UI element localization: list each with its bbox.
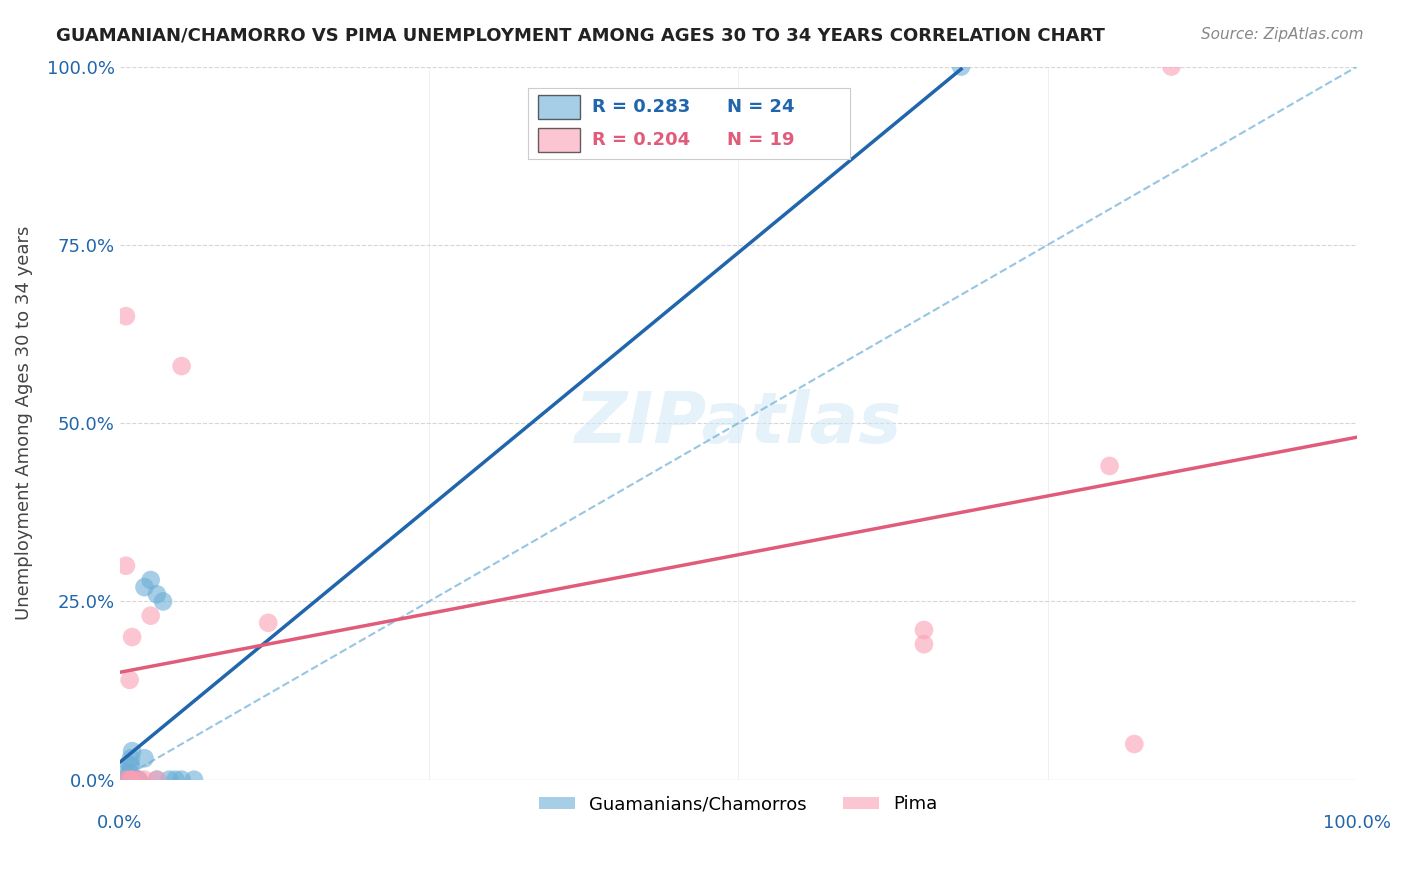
Point xyxy=(157,772,180,787)
Y-axis label: Unemployment Among Ages 30 to 34 years: Unemployment Among Ages 30 to 34 years xyxy=(15,226,32,620)
Point xyxy=(912,623,935,637)
Point xyxy=(139,608,162,623)
Point xyxy=(118,758,141,772)
Point xyxy=(257,615,280,630)
Point xyxy=(146,772,169,787)
Point xyxy=(134,772,156,787)
Point xyxy=(115,772,138,787)
Point xyxy=(912,637,935,651)
Point xyxy=(146,772,169,787)
Point xyxy=(134,580,156,594)
Text: GUAMANIAN/CHAMORRO VS PIMA UNEMPLOYMENT AMONG AGES 30 TO 34 YEARS CORRELATION CH: GUAMANIAN/CHAMORRO VS PIMA UNEMPLOYMENT … xyxy=(56,27,1105,45)
Point xyxy=(115,772,138,787)
Point xyxy=(118,772,141,787)
Point xyxy=(115,309,138,323)
Point xyxy=(1098,458,1121,473)
Point xyxy=(115,558,138,573)
Point xyxy=(121,630,143,644)
Point xyxy=(146,587,169,601)
Point xyxy=(127,772,149,787)
Point xyxy=(127,772,149,787)
Point xyxy=(1123,737,1146,751)
Point xyxy=(120,751,142,765)
Point xyxy=(1160,60,1182,74)
Text: 0.0%: 0.0% xyxy=(97,814,142,832)
Point xyxy=(121,772,143,787)
Text: Source: ZipAtlas.com: Source: ZipAtlas.com xyxy=(1201,27,1364,42)
Point xyxy=(139,573,162,587)
Point xyxy=(134,751,156,765)
Point xyxy=(152,594,174,608)
Point xyxy=(115,772,138,787)
Point xyxy=(170,772,193,787)
Point xyxy=(121,772,143,787)
Text: 100.0%: 100.0% xyxy=(1323,814,1391,832)
Point xyxy=(115,772,138,787)
Point xyxy=(950,60,973,74)
Point xyxy=(183,772,205,787)
Text: ZIPatlas: ZIPatlas xyxy=(575,389,903,458)
Point xyxy=(115,772,138,787)
Point xyxy=(165,772,187,787)
Point xyxy=(115,765,138,780)
Point xyxy=(120,758,142,772)
Point xyxy=(170,359,193,373)
Point xyxy=(118,673,141,687)
Point xyxy=(118,765,141,780)
Point xyxy=(121,744,143,758)
Point xyxy=(127,772,149,787)
Legend: Guamanians/Chamorros, Pima: Guamanians/Chamorros, Pima xyxy=(531,789,945,821)
Point xyxy=(121,772,143,787)
